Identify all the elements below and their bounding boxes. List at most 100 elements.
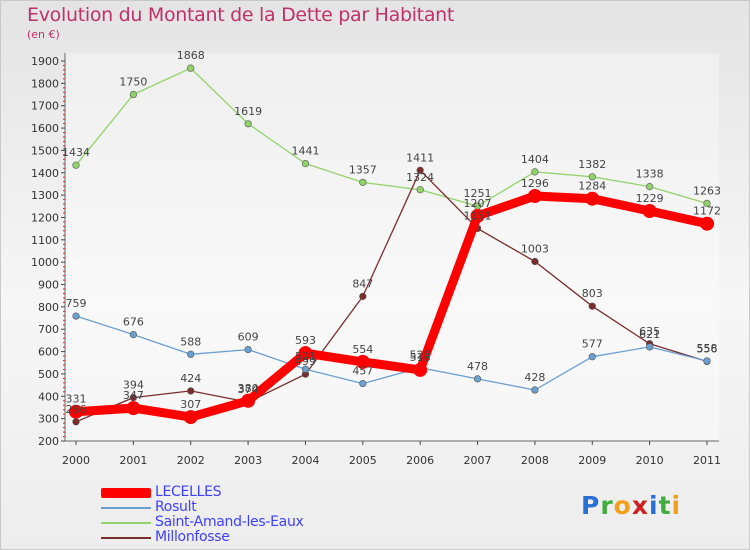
data-point-saint-amand-les-eaux xyxy=(187,64,195,72)
x-tick-label: 2006 xyxy=(406,454,434,467)
x-tick-label: 2011 xyxy=(693,454,721,467)
data-label-millonfosse: 499 xyxy=(295,355,316,368)
data-label-saint-amand-les-eaux: 1404 xyxy=(521,153,549,166)
data-point-lecelles xyxy=(355,354,370,369)
y-tick-label: 700 xyxy=(38,323,59,336)
x-tick-label: 2003 xyxy=(234,454,262,467)
data-point-rosult xyxy=(703,357,711,365)
data-point-rosult xyxy=(301,365,310,373)
data-point-saint-amand-les-eaux xyxy=(244,120,252,128)
logo-letter: r xyxy=(600,491,614,520)
data-point-lecelles xyxy=(298,346,313,361)
data-point-saint-amand-les-eaux xyxy=(301,160,310,168)
logo-letter: o xyxy=(613,491,632,520)
data-label-rosult: 558 xyxy=(697,342,718,355)
data-point-saint-amand-les-eaux xyxy=(588,173,596,181)
data-label-saint-amand-les-eaux: 1434 xyxy=(62,146,90,159)
data-label-millonfosse: 286 xyxy=(66,403,87,416)
y-tick-label: 1000 xyxy=(31,256,59,269)
legend-swatch-saint-amand xyxy=(101,522,151,524)
x-tick-label: 2001 xyxy=(119,454,147,467)
logo-letter: i xyxy=(671,491,682,520)
x-tick-label: 2009 xyxy=(578,454,606,467)
data-point-lecelles xyxy=(470,208,485,223)
legend-swatch-millonfosse xyxy=(101,537,151,539)
data-point-saint-amand-les-eaux xyxy=(359,178,367,186)
y-tick-label: 900 xyxy=(38,279,59,292)
data-label-rosult: 759 xyxy=(66,297,87,310)
data-label-lecelles: 1172 xyxy=(693,205,721,218)
y-tick-label: 1400 xyxy=(31,167,59,180)
data-label-lecelles: 380 xyxy=(238,382,259,395)
data-label-rosult: 621 xyxy=(639,328,660,341)
data-point-saint-amand-les-eaux xyxy=(531,168,539,176)
data-label-saint-amand-les-eaux: 1619 xyxy=(234,105,262,118)
data-point-millonfosse xyxy=(416,166,424,174)
y-tick-label: 200 xyxy=(38,435,59,448)
data-point-rosult xyxy=(359,379,367,388)
data-label-lecelles: 593 xyxy=(295,334,316,347)
data-label-millonfosse: 1411 xyxy=(406,151,434,164)
data-label-millonfosse: 374 xyxy=(238,383,259,396)
data-point-millonfosse xyxy=(531,257,539,266)
data-point-rosult xyxy=(473,375,482,383)
x-tick-label: 2002 xyxy=(177,454,205,467)
y-tick-label: 500 xyxy=(38,368,59,381)
x-tick-label: 2007 xyxy=(464,454,492,467)
y-tick-label: 1300 xyxy=(31,189,59,202)
data-point-rosult xyxy=(531,386,539,394)
y-tick-label: 400 xyxy=(38,390,59,403)
data-label-saint-amand-les-eaux: 1441 xyxy=(291,145,319,158)
y-tick-label: 1900 xyxy=(31,55,59,68)
data-point-saint-amand-les-eaux xyxy=(416,186,424,194)
x-tick-label: 2000 xyxy=(62,454,90,467)
plot-area xyxy=(65,53,719,441)
chart-subtitle: (en €) xyxy=(27,28,60,41)
y-tick-label: 800 xyxy=(38,301,59,314)
data-point-rosult xyxy=(129,331,137,339)
data-label-millonfosse: 803 xyxy=(582,287,603,300)
data-label-lecelles: 1296 xyxy=(521,177,549,190)
data-label-saint-amand-les-eaux: 1357 xyxy=(349,163,377,176)
data-point-lecelles xyxy=(413,362,428,377)
data-point-millonfosse xyxy=(129,394,137,402)
data-label-millonfosse: 394 xyxy=(123,379,144,392)
logo-letter: P xyxy=(581,491,601,520)
y-tick-label: 600 xyxy=(38,346,59,359)
data-label-rosult: 577 xyxy=(582,338,603,351)
data-label-millonfosse: 635 xyxy=(639,325,660,338)
series-line-saint-amand-les-eaux xyxy=(75,67,708,207)
data-label-millonfosse: 1151 xyxy=(464,209,492,222)
data-point-millonfosse xyxy=(359,292,367,300)
data-label-saint-amand-les-eaux: 1324 xyxy=(406,171,434,184)
x-tick-label: 2010 xyxy=(636,454,664,467)
logo-letter: i xyxy=(649,491,659,520)
data-point-saint-amand-les-eaux xyxy=(703,199,711,207)
y-tick-label: 1100 xyxy=(31,234,59,247)
data-label-lecelles: 307 xyxy=(180,398,201,411)
data-label-saint-amand-les-eaux: 1750 xyxy=(119,76,147,89)
data-point-saint-amand-les-eaux xyxy=(72,161,80,169)
data-point-lecelles xyxy=(585,191,600,206)
data-label-lecelles: 554 xyxy=(352,343,373,356)
data-point-lecelles xyxy=(241,393,256,408)
data-point-saint-amand-les-eaux xyxy=(646,183,654,191)
legend-label-lecelles: LECELLES xyxy=(155,484,222,500)
data-point-rosult xyxy=(187,350,195,358)
data-label-saint-amand-les-eaux: 1251 xyxy=(464,187,492,200)
y-tick-label: 300 xyxy=(38,413,59,426)
data-label-lecelles: 347 xyxy=(123,389,144,402)
y-tick-label: 1200 xyxy=(31,211,59,224)
series-line-rosult xyxy=(75,315,708,391)
x-tick-label: 2005 xyxy=(349,454,377,467)
data-point-rosult xyxy=(646,343,654,351)
proxiti-logo: Proxiti xyxy=(581,491,681,520)
data-point-lecelles xyxy=(642,203,657,218)
data-point-rosult xyxy=(588,353,596,361)
data-point-millonfosse xyxy=(72,418,80,426)
data-point-millonfosse xyxy=(588,302,596,310)
data-label-millonfosse: 424 xyxy=(180,372,201,385)
data-label-rosult: 588 xyxy=(180,335,201,348)
